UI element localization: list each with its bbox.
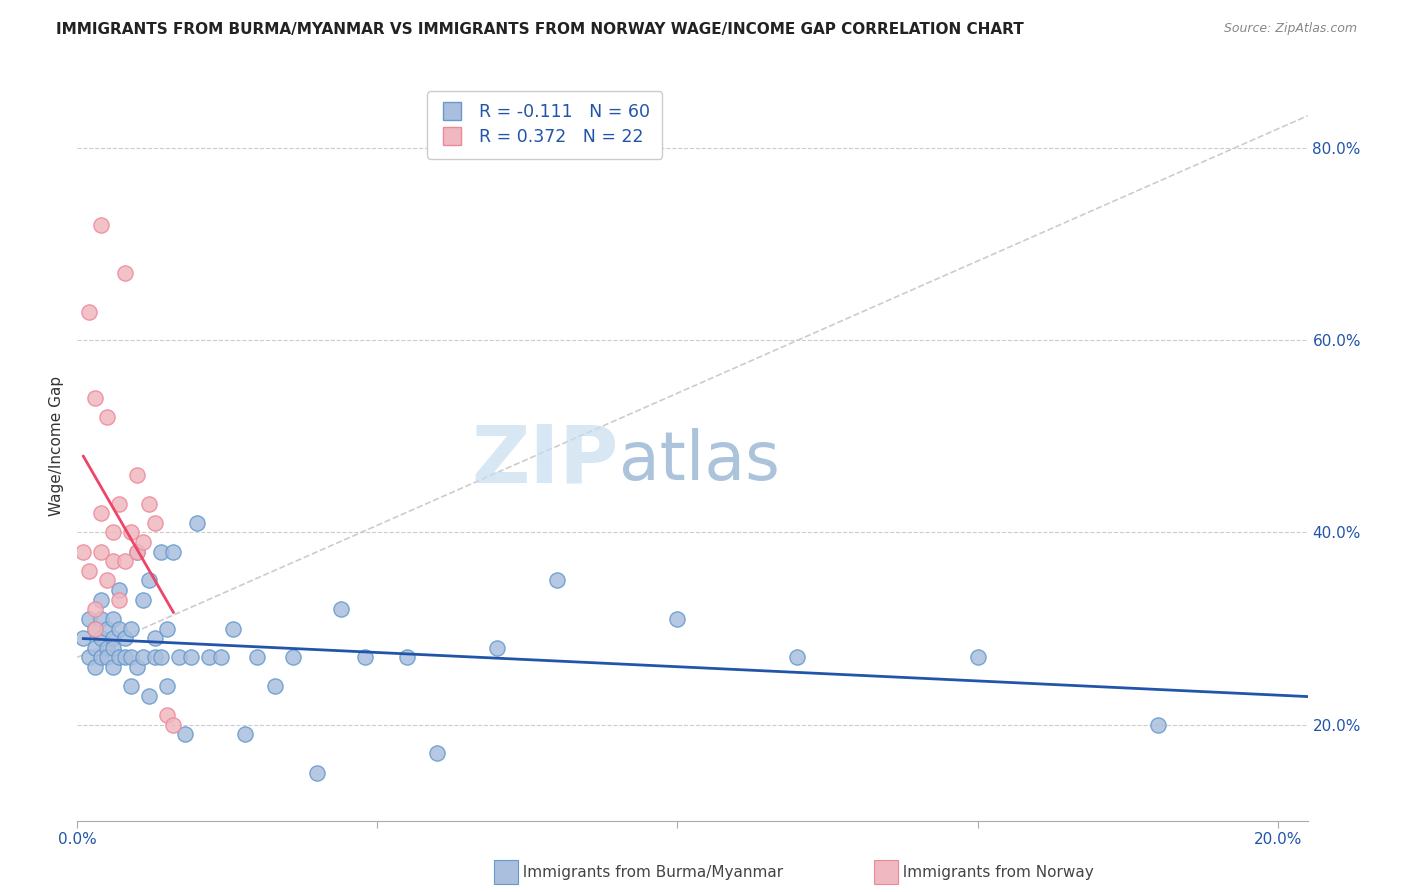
Point [96,574,118,588]
Point [150,544,173,558]
Point [143,516,166,530]
Point [666,612,689,626]
Point [72,631,94,645]
Point [209,650,232,665]
Point [79,650,101,665]
Point [90,650,112,665]
Point [96,650,118,665]
Point [127,544,149,558]
Point [546,574,568,588]
Point [103,612,125,626]
Point [114,650,136,665]
Point [156,708,179,723]
Point [127,660,149,674]
Point [120,525,142,540]
Point [103,554,125,568]
Point [354,650,377,665]
Point [222,622,245,636]
Point [235,727,257,741]
Text: ■: ■ [876,863,896,882]
Point [103,631,125,645]
Text: Immigrants from Burma/Myanmar: Immigrants from Burma/Myanmar [513,865,783,880]
Point [84,602,107,616]
Point [150,650,173,665]
Point [162,544,184,558]
Point [114,631,136,645]
Point [84,640,107,655]
Point [90,631,112,645]
Point [84,391,107,405]
Point [169,650,191,665]
Point [90,218,112,232]
Point [79,612,101,626]
Point [108,622,131,636]
Point [96,640,118,655]
Y-axis label: Wage/Income Gap: Wage/Income Gap [49,376,65,516]
Point [103,525,125,540]
Point [103,660,125,674]
Point [143,631,166,645]
Point [108,497,131,511]
Point [96,410,118,425]
Point [156,679,179,693]
Point [396,650,419,665]
Point [198,650,221,665]
Point [103,640,125,655]
Point [84,660,107,674]
Point [79,564,101,578]
Point [84,622,107,636]
Point [1146,717,1168,731]
Point [108,583,131,598]
Point [120,650,142,665]
Text: Immigrants from Norway: Immigrants from Norway [893,865,1094,880]
Point [138,689,160,703]
Point [132,650,155,665]
Point [786,650,808,665]
Point [246,650,269,665]
Point [264,679,287,693]
Point [180,650,202,665]
Point [90,544,112,558]
Point [79,304,101,318]
Point [96,622,118,636]
Point [72,544,94,558]
Point [486,640,509,655]
Point [426,747,449,761]
Point [90,612,112,626]
Point [90,592,112,607]
Point [120,622,142,636]
Point [330,602,353,616]
Text: IMMIGRANTS FROM BURMA/MYANMAR VS IMMIGRANTS FROM NORWAY WAGE/INCOME GAP CORRELAT: IMMIGRANTS FROM BURMA/MYANMAR VS IMMIGRA… [56,22,1024,37]
Point [283,650,305,665]
Point [127,467,149,482]
Point [84,622,107,636]
Point [132,535,155,549]
Point [138,497,160,511]
Text: Source: ZipAtlas.com: Source: ZipAtlas.com [1223,22,1357,36]
Text: ■: ■ [496,863,516,882]
Point [186,516,208,530]
Point [108,592,131,607]
Point [174,727,197,741]
Point [108,650,131,665]
Point [966,650,988,665]
Text: atlas: atlas [619,428,779,494]
Point [307,765,329,780]
Point [120,679,142,693]
Point [138,574,160,588]
Text: ZIP: ZIP [471,422,619,500]
Point [114,266,136,280]
Point [114,554,136,568]
Point [132,592,155,607]
Point [156,622,179,636]
Point [127,544,149,558]
Point [162,717,184,731]
Point [90,506,112,520]
Legend: R = -0.111   N = 60, R = 0.372   N = 22: R = -0.111 N = 60, R = 0.372 N = 22 [427,91,662,159]
Point [143,650,166,665]
